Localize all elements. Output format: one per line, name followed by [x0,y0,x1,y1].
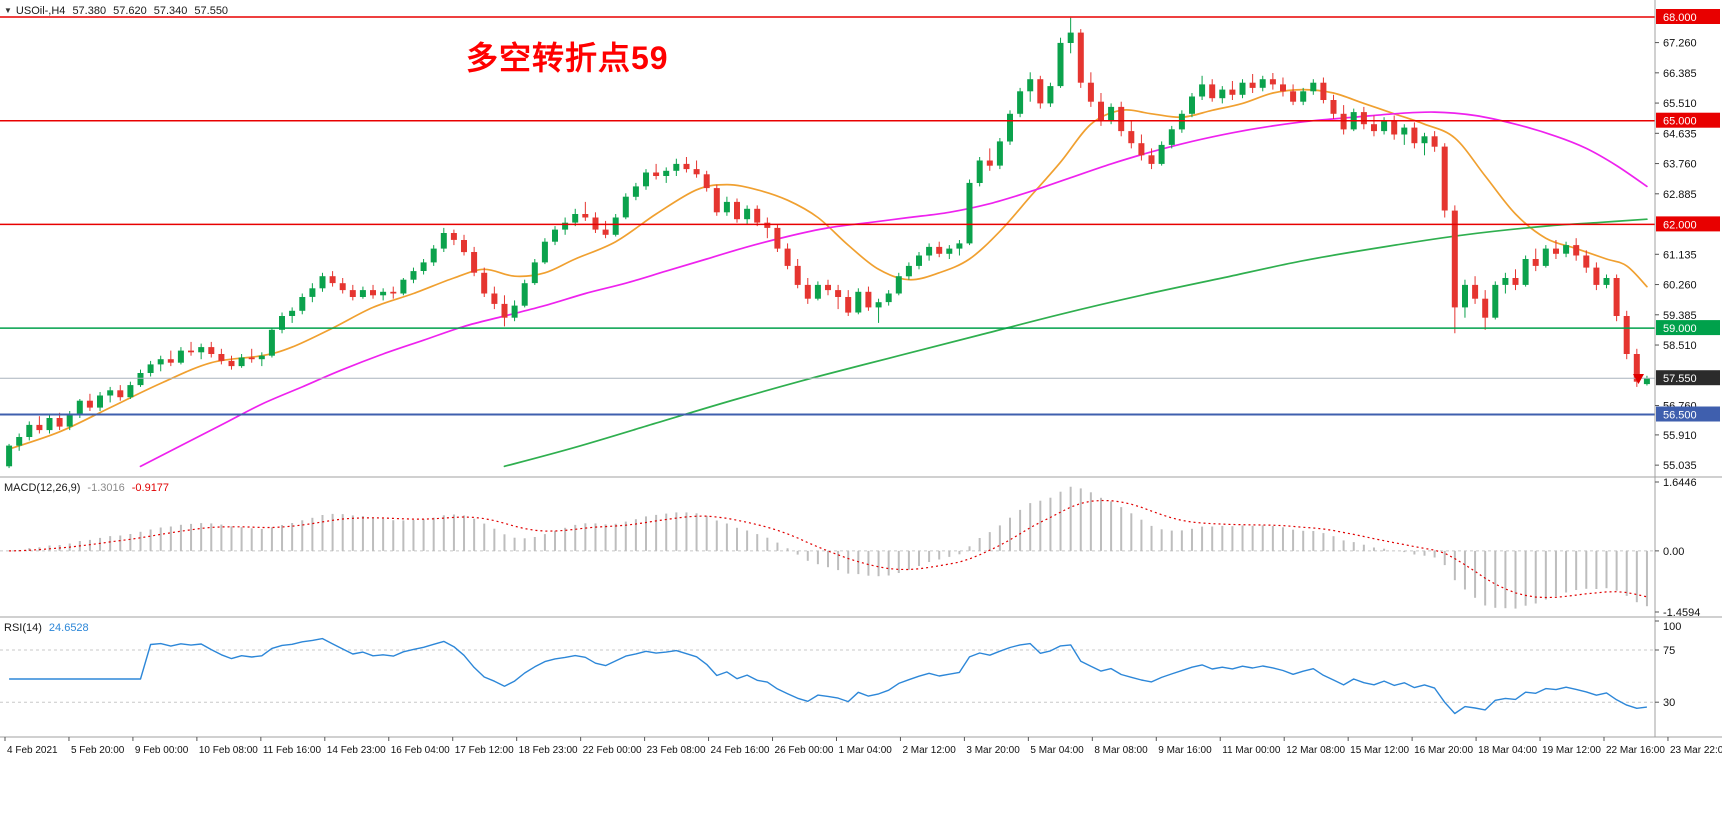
hline-price-label [1656,216,1720,232]
rsi-name: RSI(14) [4,622,42,634]
time-tick-label: 23 Mar 22:00 [1670,745,1722,756]
quote-low: 57.340 [153,5,188,17]
symbol-info: ▼ USOil-,H4 57.380 57.620 57.340 57.550 [4,4,228,18]
time-axis[interactable]: 4 Feb 2021 5 Feb 20:00 9 Feb 00:00 10 Feb 0… [4,737,1722,756]
hline-price-label-text: 62.000 [1663,219,1697,231]
price-tick-label: 66.385 [1663,68,1697,80]
macd-plot [0,486,1655,609]
macd-tick-label: -1.4594 [1663,607,1700,619]
rsi-value: 24.6528 [48,622,89,634]
macd-indicator-label: MACD(12,26,9) -1.3016 -0.9177 [4,482,169,495]
macd-name: MACD(12,26,9) [4,482,81,494]
time-tick-label: 12 Mar 08:00 [1286,745,1345,756]
price-tick-label: 60.260 [1663,280,1697,292]
time-tick-label: 5 Feb 20:00 [71,745,125,756]
hline-price-label-text: 56.500 [1663,410,1697,422]
current-price-label [1656,370,1720,386]
hline-price-label [1656,320,1720,336]
annotation-text: 多空转折点59 [466,40,669,76]
price-tick-label: 55.910 [1663,430,1697,442]
hline-price-label-text: 59.000 [1663,323,1697,335]
rsi-tick-label: 30 [1663,697,1675,709]
time-tick-label: 22 Feb 00:00 [583,745,642,756]
sell-arrow-marker [1633,374,1644,384]
time-tick-label: 14 Feb 23:00 [327,745,386,756]
price-tick-label: 61.135 [1663,249,1697,261]
time-tick-label: 19 Mar 12:00 [1542,745,1601,756]
macd-signal-line [9,499,1648,599]
macd-tick-label: 1.6446 [1663,477,1697,489]
ma-fast-orange [8,88,1648,450]
time-tick-label: 16 Feb 04:00 [391,745,450,756]
quote-close: 57.550 [194,5,229,17]
time-tick-label: 24 Feb 16:00 [711,745,770,756]
macd-tick-label: 0.00 [1663,546,1684,558]
macd-histogram [8,486,1648,609]
hline-price-label [1656,406,1720,422]
price-tick-label: 59.385 [1663,310,1697,322]
time-tick-label: 8 Mar 08:00 [1094,745,1148,756]
quote-high: 57.620 [113,5,147,17]
price-tick-label: 64.635 [1663,128,1697,140]
time-tick-label: 9 Mar 16:00 [1158,745,1212,756]
main-plot [0,16,1655,469]
time-tick-label: 10 Feb 08:00 [199,745,258,756]
hline-price-label [1656,9,1720,25]
ma-slow-green [503,218,1648,468]
time-tick-label: 17 Feb 12:00 [455,745,514,756]
time-tick-label: 18 Feb 23:00 [519,745,578,756]
macd-signal-value: -0.9177 [131,482,170,494]
time-tick-label: 3 Mar 20:00 [966,745,1020,756]
rsi-tick-label: 100 [1663,621,1681,633]
price-tick-label: 67.260 [1663,38,1697,50]
time-tick-label: 18 Mar 04:00 [1478,745,1537,756]
quote-open: 57.380 [72,5,107,17]
price-tick-label: 62.885 [1663,189,1697,201]
time-tick-label: 9 Feb 00:00 [135,745,189,756]
rsi-line [9,637,1647,715]
price-axis[interactable]: 67.260 66.385 65.510 64.635 63.760 62.885 61.1… [1655,9,1720,709]
time-tick-label: 11 Mar 00:00 [1222,745,1281,756]
candles-layer [6,17,1650,469]
time-tick-label: 16 Mar 20:00 [1414,745,1473,756]
time-tick-label: 22 Mar 16:00 [1606,745,1665,756]
time-tick-label: 23 Feb 08:00 [647,745,706,756]
hline-price-label-text: 68.000 [1663,12,1697,24]
time-tick-label: 11 Feb 16:00 [263,745,322,756]
time-tick-label: 26 Feb 00:00 [775,745,834,756]
time-tick-label: 1 Mar 04:00 [838,745,892,756]
time-tick-label: 5 Mar 04:00 [1030,745,1084,756]
time-tick-label: 15 Mar 12:00 [1350,745,1409,756]
symbol-name: USOil-,H4 [15,5,66,17]
rsi-plot [0,637,1655,715]
time-tick-label: 2 Mar 12:00 [902,745,956,756]
price-tick-label: 63.760 [1663,159,1697,171]
price-tick-label: 65.510 [1663,98,1697,110]
current-price-label-text: 57.550 [1663,373,1697,385]
macd-main-value: -1.3016 [87,482,125,494]
time-tick-label: 4 Feb 2021 [7,745,58,756]
hline-price-label-text: 65.000 [1663,116,1697,128]
rsi-indicator-label: RSI(14) 24.6528 [4,622,89,635]
ma-mid-magenta [139,111,1648,468]
chart-collapse-icon[interactable]: ▼ [4,6,12,15]
rsi-tick-label: 75 [1663,645,1675,657]
hline-price-label [1656,112,1720,128]
price-tick-label: 55.035 [1663,460,1697,472]
price-tick-label: 58.510 [1663,340,1697,352]
